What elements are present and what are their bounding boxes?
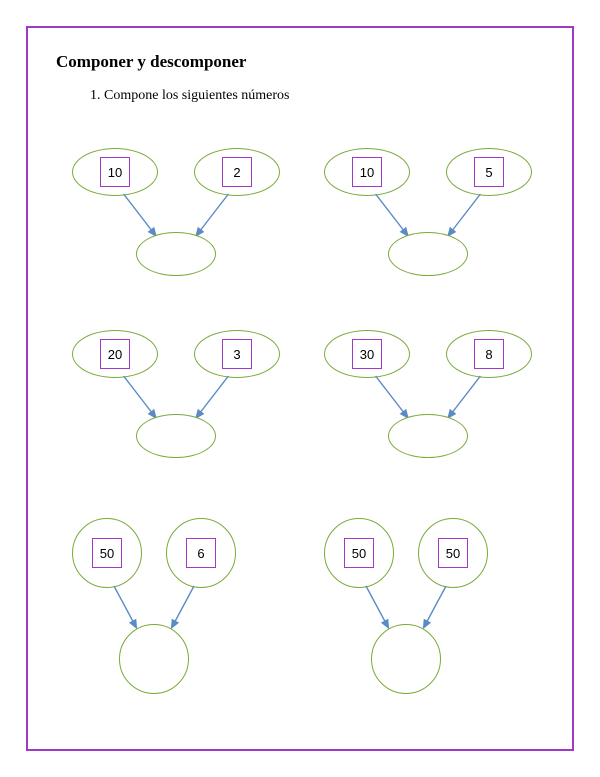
worksheet-page: Componer y descomponer 1. Compone los si… [0,0,600,777]
result-shape [371,624,441,694]
result-shape [388,414,468,458]
page-title: Componer y descomponer [56,52,246,72]
part-shape: 50 [324,518,394,588]
number-box: 50 [344,538,374,568]
number-box: 8 [474,339,504,369]
number-box: 20 [100,339,130,369]
result-shape [136,232,216,276]
problem: 20 3 [52,322,292,492]
part-shape: 6 [166,518,236,588]
number-box: 2 [222,157,252,187]
part-shape: 10 [72,148,158,196]
part-shape: 5 [446,148,532,196]
problem: 10 2 [52,140,292,310]
number-box: 5 [474,157,504,187]
result-shape [136,414,216,458]
number-box: 6 [186,538,216,568]
result-shape [119,624,189,694]
problem: 50 6 [52,510,292,680]
number-box: 10 [100,157,130,187]
part-shape: 30 [324,330,410,378]
result-shape [388,232,468,276]
number-box: 50 [438,538,468,568]
part-shape: 3 [194,330,280,378]
part-shape: 20 [72,330,158,378]
part-shape: 10 [324,148,410,196]
problem: 30 8 [304,322,544,492]
problem: 10 5 [304,140,544,310]
part-shape: 50 [72,518,142,588]
number-box: 10 [352,157,382,187]
instruction-text: 1. Compone los siguientes números [90,88,290,104]
part-shape: 2 [194,148,280,196]
part-shape: 50 [418,518,488,588]
number-box: 3 [222,339,252,369]
problem: 50 50 [304,510,544,680]
number-box: 50 [92,538,122,568]
part-shape: 8 [446,330,532,378]
number-box: 30 [352,339,382,369]
